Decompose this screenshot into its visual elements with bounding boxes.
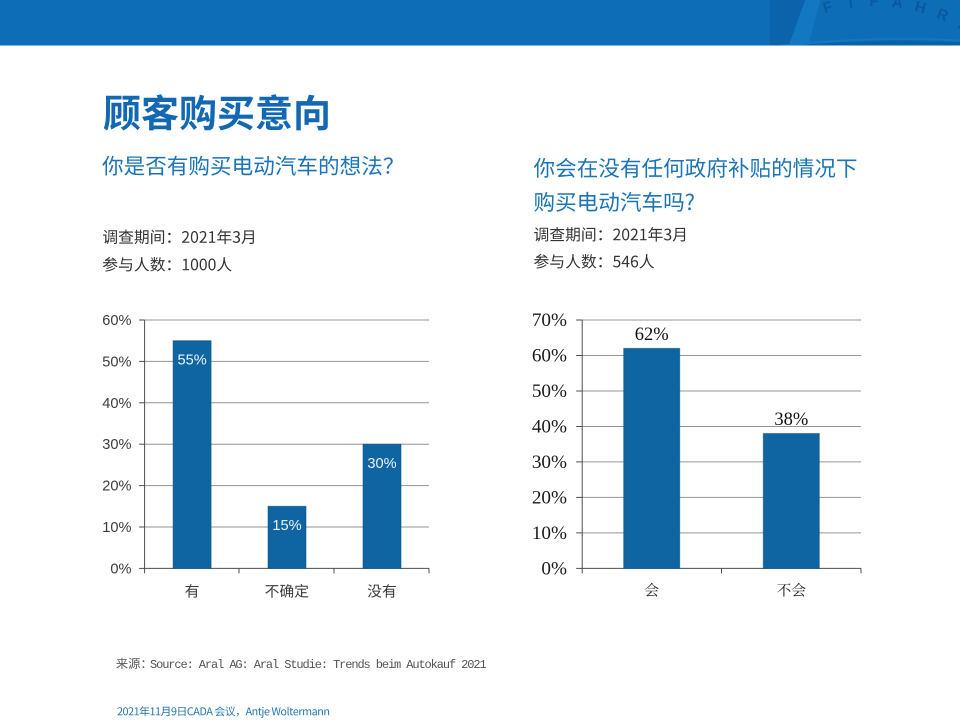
svg-text:0%: 0% [110, 561, 131, 577]
svg-text:40%: 40% [102, 396, 131, 412]
svg-text:30%: 30% [532, 452, 567, 473]
svg-text:T: T [845, 0, 856, 12]
svg-text:Z: Z [955, 16, 960, 35]
svg-text:30%: 30% [102, 437, 131, 453]
svg-text:30%: 30% [367, 456, 396, 472]
svg-text:62%: 62% [635, 325, 669, 345]
svg-text:50%: 50% [532, 381, 567, 402]
svg-text:70%: 70% [532, 310, 567, 331]
svg-text:40%: 40% [532, 417, 567, 438]
svg-text:A: A [891, 0, 904, 12]
svg-text:F: F [821, 0, 834, 17]
svg-text:10%: 10% [532, 523, 567, 544]
svg-text:20%: 20% [102, 479, 131, 495]
svg-text:38%: 38% [774, 410, 808, 430]
svg-text:H: H [913, 0, 928, 17]
svg-text:10%: 10% [102, 520, 131, 536]
svg-text:F: F [869, 0, 878, 10]
svg-text:15%: 15% [272, 518, 301, 534]
svg-text:50%: 50% [102, 354, 131, 370]
svg-text:55%: 55% [177, 352, 206, 368]
svg-text:0%: 0% [541, 559, 567, 580]
svg-text:60%: 60% [102, 313, 131, 329]
svg-text:60%: 60% [532, 346, 567, 367]
svg-text:20%: 20% [532, 488, 567, 509]
svg-text:Source: Aral AG: Aral Studie:: Source: Aral AG: Aral Studie: Trends bei… [150, 658, 486, 672]
